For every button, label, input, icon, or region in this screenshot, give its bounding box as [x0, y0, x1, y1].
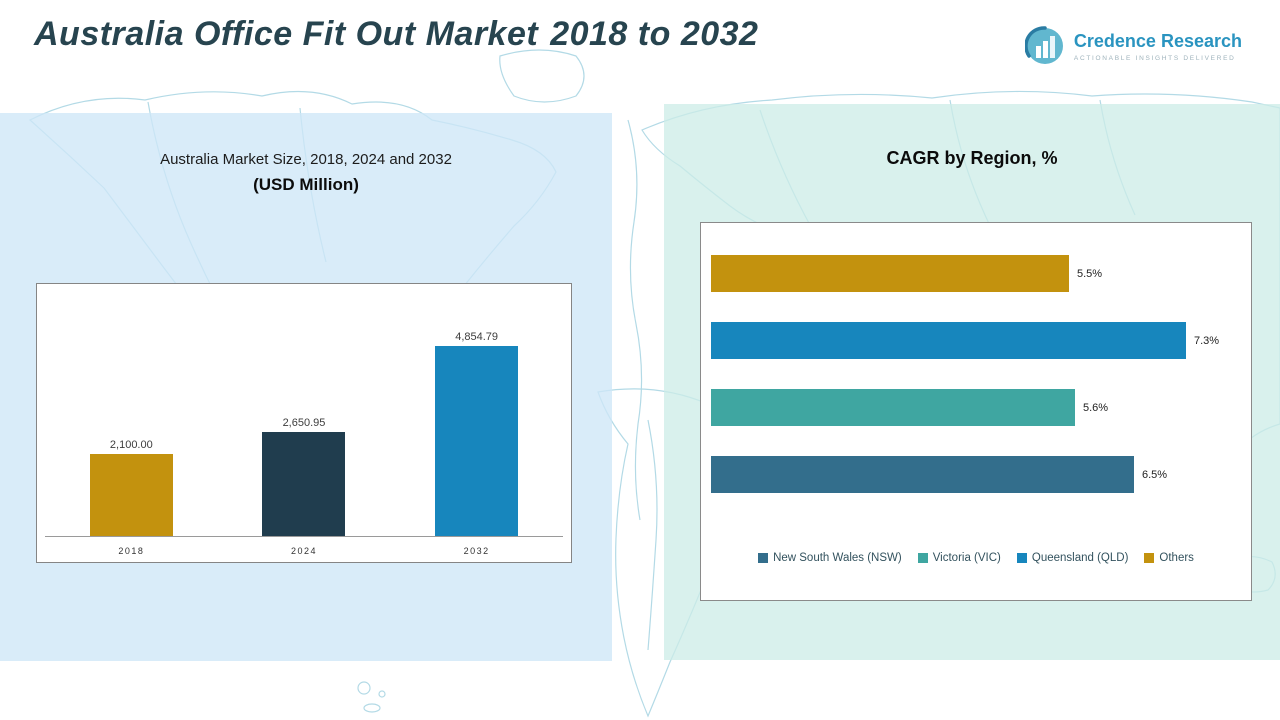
legend-swatch	[1144, 553, 1155, 563]
logo-tagline: ACTIONABLE INSIGHTS DELIVERED	[1073, 54, 1236, 62]
bar-value-label: 2,100.00	[109, 439, 153, 451]
logo: Credence Research ACTIONABLE INSIGHTS DE…	[1024, 26, 1242, 66]
bar-column-2018: 2,100.00	[89, 439, 173, 536]
title-main: Australia Office Fit Out Market	[34, 15, 539, 53]
bar-value-label: 2,650.95	[282, 417, 326, 429]
cagr-bar-row-0: 5.5%	[711, 255, 1241, 292]
market-size-chart-title: Australia Market Size, 2018, 2024 and 20…	[160, 151, 452, 168]
cagr-value-label: 6.5%	[1142, 468, 1168, 481]
cagr-chart-title: CAGR by Region, %	[886, 148, 1058, 168]
cagr-bar-row-2: 5.6%	[711, 389, 1241, 426]
x-axis-label: 2024	[290, 546, 317, 556]
header: Australia Office Fit Out Market 2018 to 2…	[0, 0, 1280, 95]
cagr-bar-row-3: 6.5%	[711, 456, 1241, 493]
cagr-bar-row-1: 7.3%	[711, 322, 1241, 359]
market-size-plot-area: 2,100.00 2,650.95 4,854.79	[45, 292, 563, 537]
market-size-unit-label: (USD Million)	[253, 175, 359, 194]
legend-item: Victoria (VIC)	[917, 552, 1001, 564]
legend-swatch	[758, 553, 769, 563]
bar-2024	[262, 432, 346, 536]
market-size-chart: 2,100.00 2,650.95 4,854.79 2018 2024 2032	[36, 283, 572, 563]
cagr-plot-area: 5.5% 7.3% 5.6% 6.5%	[711, 255, 1241, 523]
bar-column-2024: 2,650.95	[262, 417, 346, 536]
x-axis-label: 2018	[118, 546, 145, 556]
legend-swatch	[1016, 553, 1027, 563]
cagr-bar-2	[711, 389, 1075, 426]
logo-bar-chart-icon	[1024, 26, 1063, 64]
logo-text: Credence Research ACTIONABLE INSIGHTS DE…	[1074, 31, 1242, 62]
bar-2032	[435, 346, 519, 536]
cagr-bar-3	[711, 456, 1134, 493]
legend-swatch	[917, 553, 928, 563]
cagr-legend: New South Wales (NSW) Victoria (VIC) Queen…	[701, 552, 1251, 564]
cagr-value-label: 7.3%	[1194, 334, 1220, 347]
x-axis-label: 2032	[463, 546, 490, 556]
logo-name: Credence Research	[1073, 30, 1242, 51]
legend-item: New South Wales (NSW)	[758, 552, 902, 564]
cagr-chart: 5.5% 7.3% 5.6% 6.5% New South Wales (NSW) Vi…	[700, 222, 1252, 601]
bar-value-label: 4,854.79	[455, 331, 499, 343]
cagr-value-label: 5.5%	[1077, 267, 1103, 280]
bar-2018	[89, 454, 173, 536]
market-size-panel: Australia Market Size, 2018, 2024 and 20…	[0, 113, 612, 661]
page-title: Australia Office Fit Out Market 2018 to 2…	[34, 15, 759, 53]
title-range: 2018 to 2032	[550, 15, 759, 53]
legend-label: New South Wales (NSW)	[773, 552, 902, 564]
bar-column-2032: 4,854.79	[435, 331, 519, 536]
cagr-bar-1	[711, 322, 1186, 359]
legend-item: Queensland (QLD)	[1016, 552, 1129, 564]
legend-label: Victoria (VIC)	[932, 552, 1001, 564]
cagr-value-label: 5.6%	[1083, 401, 1109, 414]
cagr-panel: CAGR by Region, % 5.5% 7.3% 5.6% 6.5% New S…	[664, 104, 1280, 660]
legend-label: Queensland (QLD)	[1031, 552, 1129, 564]
legend-item: Others	[1144, 552, 1194, 564]
market-size-x-axis: 2018 2024 2032	[45, 546, 563, 556]
legend-label: Others	[1159, 552, 1194, 564]
cagr-bar-0	[711, 255, 1069, 292]
